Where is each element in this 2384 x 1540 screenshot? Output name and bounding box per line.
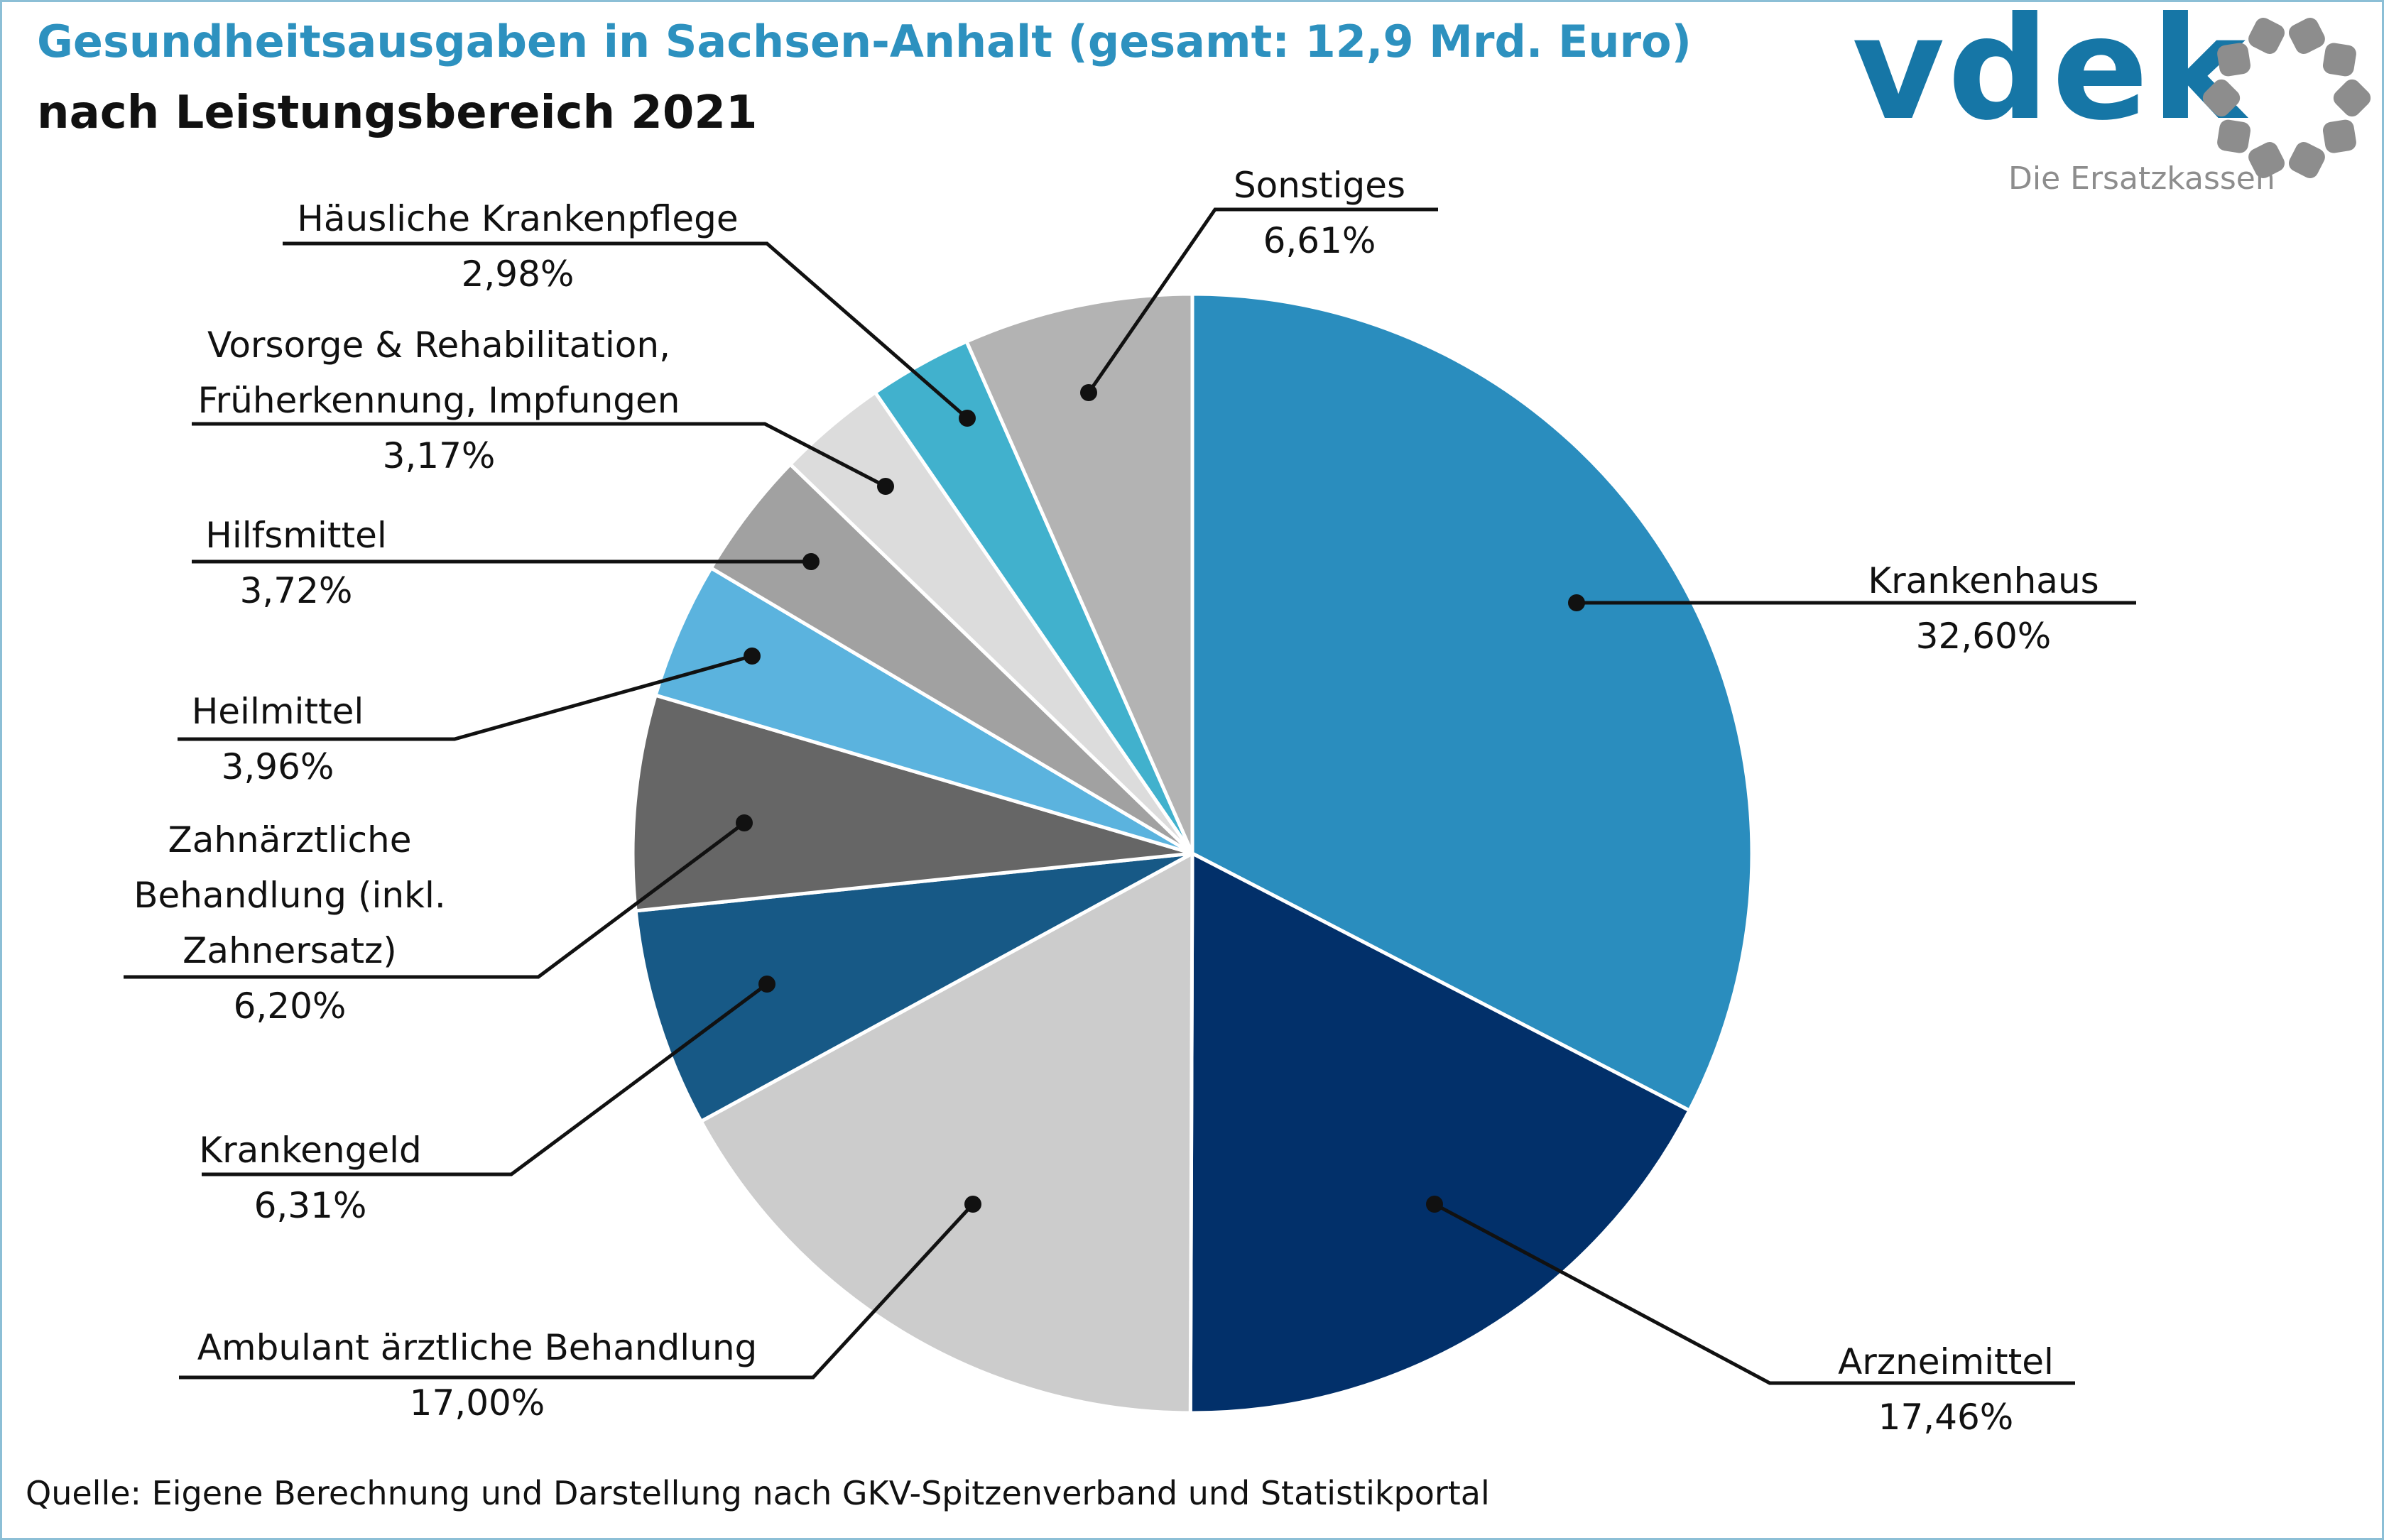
logo-ring-dot [2202, 79, 2241, 117]
slice-name-line: Arzneimittel [1838, 1341, 2054, 1382]
leader-dot-arzneimittel [1426, 1196, 1443, 1213]
slice-name-line: Behandlung (inkl. [134, 875, 446, 916]
slice-value-label: 17,46% [1878, 1397, 2014, 1438]
pie-slice-zahnärztliche-behandlung-inkl-zahnersatz [631, 693, 1194, 913]
leader-dot-ambulant-ärztliche-behandlung [964, 1196, 981, 1213]
slice-value-label: 6,31% [254, 1185, 367, 1226]
leader-line-arzneimittel [1433, 1202, 2075, 1385]
slice-labels: Krankenhaus 32,60% Arzneimittel 17,46% Ambul… [134, 165, 2099, 1438]
logo-ring-dot [2333, 79, 2371, 117]
logo-ring-dot [2217, 119, 2251, 153]
logo-ring-dot [2322, 119, 2356, 153]
logo-ring-dot [2248, 18, 2285, 54]
logo-ring-dot [2288, 18, 2325, 54]
slice-name-line: Früherkennung, Impfungen [198, 380, 680, 421]
slice-label-häusliche-krankenpflege: Häusliche Krankenpflege 2,98% [297, 198, 738, 295]
logo-ring-dot [2217, 43, 2251, 77]
chart-subtitle: nach Leistungsbereich 2021 [37, 87, 758, 139]
vdek-logo: vdek Die Ersatzkassen [1846, 0, 2372, 204]
slice-value-label: 3,17% [383, 435, 496, 476]
chart-title: Gesundheitsausgaben in Sachsen-Anhalt (g… [37, 16, 1692, 67]
pie-slice-sonstiges [964, 292, 1194, 856]
leader-dot-heilmittel [744, 648, 761, 665]
slice-name-line: Vorsorge & Rehabilitation, [207, 324, 670, 366]
source-note: Quelle: Eigene Berechnung und Darstellun… [26, 1474, 1490, 1512]
slice-label-heilmittel: Heilmittel 3,96% [192, 691, 364, 787]
slice-label-hilfsmittel: Hilfsmittel 3,72% [205, 515, 387, 611]
leader-lines [124, 207, 2136, 1385]
logo-ring-dot [2248, 142, 2285, 178]
slice-name-line: Häusliche Krankenpflege [297, 198, 738, 239]
slice-label-krankengeld: Krankengeld 6,31% [199, 1130, 421, 1226]
leader-dot-zahnärztliche-behandlung-inkl-zahnersatz [736, 814, 753, 831]
slice-value-label: 2,98% [462, 253, 575, 295]
slice-value-label: 3,96% [222, 746, 334, 787]
leader-dot-vorsorge-rehabilitation-früherkennung-impfungen [877, 478, 894, 495]
leader-dot-krankenhaus [1568, 594, 1585, 611]
logo-ring-dot [2322, 43, 2356, 77]
leader-line-sonstiges [1087, 207, 1438, 394]
slice-name-line: Heilmittel [192, 691, 364, 732]
slice-name-line: Ambulant ärztliche Behandlung [197, 1327, 758, 1368]
pie-slice-krankenhaus [1190, 292, 1754, 1113]
slice-label-zahnärztliche-behandlung-inkl-zahnersatz: Zahnärztliche Behandlung (inkl. Zahnersatz… [134, 819, 446, 1027]
leader-line-heilmittel [178, 654, 753, 741]
leader-dot-krankengeld [758, 976, 775, 993]
pie-slice-heilmittel [653, 566, 1194, 856]
slice-value-label: 3,72% [240, 570, 353, 611]
slice-name-line: Krankenhaus [1868, 560, 2099, 601]
pie-slice-arzneimittel [1188, 851, 1692, 1415]
slice-label-arzneimittel: Arzneimittel 17,46% [1838, 1341, 2054, 1438]
leader-dot-hilfsmittel [802, 553, 820, 570]
slice-label-vorsorge-rehabilitation-früherkennung-impfungen: Vorsorge & Rehabilitation, Früherkennung,… [198, 324, 680, 476]
slice-label-ambulant-ärztliche-behandlung: Ambulant ärztliche Behandlung 17,00% [197, 1327, 758, 1424]
slice-value-label: 6,61% [1263, 220, 1376, 261]
pie-slice-ambulant-ärztliche-behandlung [699, 851, 1194, 1415]
pie-slices [631, 292, 1754, 1415]
leader-line-häusliche-krankenpflege [283, 241, 969, 420]
logo-wordmark: vdek [1852, 0, 2249, 152]
leader-dot-sonstiges [1080, 384, 1097, 401]
slice-label-sonstiges: Sonstiges 6,61% [1234, 165, 1405, 261]
leader-line-krankengeld [202, 982, 768, 1176]
leader-line-zahnärztliche-behandlung-inkl-zahnersatz [124, 821, 746, 979]
slice-label-krankenhaus: Krankenhaus 32,60% [1868, 560, 2099, 657]
slice-value-label: 32,60% [1916, 616, 2052, 657]
slice-value-label: 6,20% [234, 985, 347, 1027]
slice-name-line: Hilfsmittel [205, 515, 387, 556]
leader-line-vorsorge-rehabilitation-früherkennung-impfungen [192, 422, 887, 488]
logo-ring-dot [2288, 142, 2325, 178]
slice-value-label: 17,00% [410, 1382, 545, 1424]
slice-name-line: Sonstiges [1234, 165, 1405, 206]
leader-line-ambulant-ärztliche-behandlung [179, 1203, 974, 1380]
pie-slice-krankengeld [633, 851, 1194, 1123]
slice-name-line: Krankengeld [199, 1130, 421, 1171]
slice-name-line: Zahnersatz) [183, 930, 397, 971]
logo-tagline: Die Ersatzkassen [2008, 160, 2275, 197]
dotted-ring-icon [2202, 18, 2371, 178]
leader-dot-häusliche-krankenpflege [959, 410, 976, 427]
slice-name-line: Zahnärztliche [168, 819, 411, 861]
